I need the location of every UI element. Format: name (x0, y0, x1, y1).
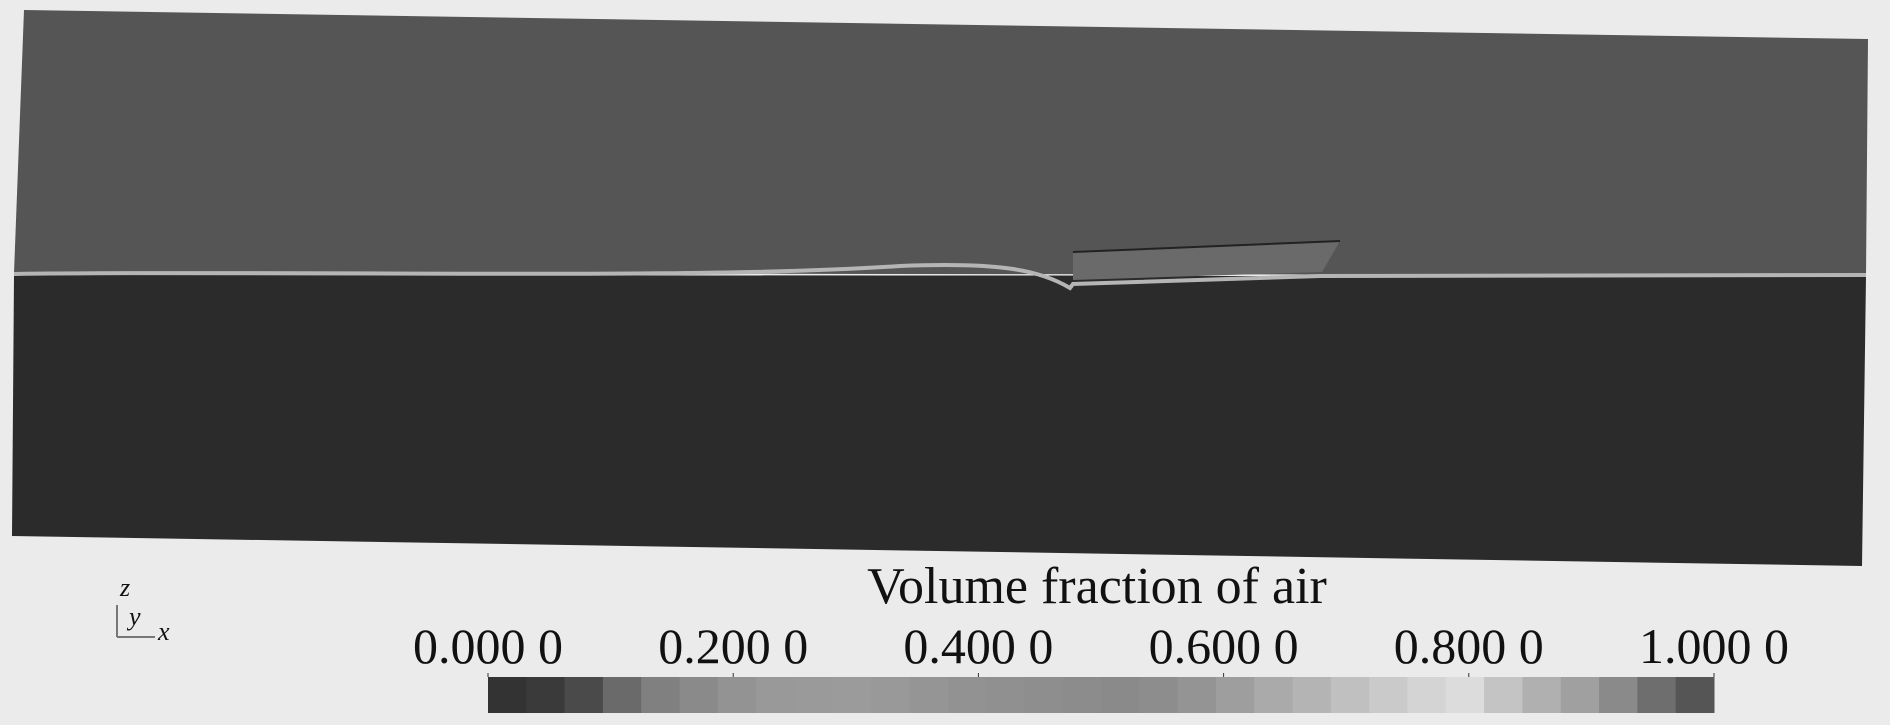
colorbar-swatch (1599, 677, 1638, 713)
colorbar-swatch (947, 677, 987, 713)
colorbar-swatch (679, 677, 719, 713)
colorbar: 0.000 0 0.200 0 0.400 0 0.600 0 0.800 0 1.000… (413, 618, 1789, 713)
colorbar-tick-label: 0.400 0 (903, 618, 1053, 674)
hull (1073, 241, 1340, 280)
colorbar-swatch (1522, 677, 1562, 713)
colorbar-swatch (1407, 677, 1447, 713)
colorbar-swatch (1101, 677, 1140, 713)
axis-triad: z y x (116, 573, 170, 646)
triad-z-label: z (119, 573, 130, 602)
colorbar-swatch (1484, 677, 1523, 713)
colorbar-title: Volume fraction of air (867, 558, 1327, 615)
colorbar-swatch (1330, 677, 1370, 713)
colorbar-swatch (1560, 677, 1600, 713)
colorbar-swatch (717, 677, 757, 713)
free-surface (13, 263, 1867, 291)
colorbar-swatch (909, 677, 949, 713)
colorbar-swatch (832, 677, 872, 713)
colorbar-tick-label: 0.600 0 (1149, 618, 1299, 674)
colorbar-swatch (1215, 677, 1255, 713)
air-region (14, 10, 1868, 275)
colorbar-swatch (1637, 677, 1677, 713)
colorbar-swatch (526, 677, 566, 713)
colorbar-swatch (564, 677, 604, 713)
water-region (12, 275, 1866, 566)
colorbar-swatch (871, 677, 910, 713)
colorbar-swatch (1675, 677, 1715, 713)
colorbar-swatch (1177, 677, 1217, 713)
colorbar-tick-label: 0.000 0 (413, 618, 563, 674)
colorbar-swatch (1062, 677, 1102, 713)
colorbar-swatch (1445, 677, 1485, 713)
colorbar-tick-label: 0.200 0 (658, 618, 808, 674)
triad-x-label: x (157, 617, 170, 646)
colorbar-swatch (1139, 677, 1179, 713)
colorbar-swatch (602, 677, 642, 713)
colorbar-swatch (488, 677, 527, 713)
colorbar-swatch (1254, 677, 1294, 713)
hull-deck (1072, 240, 1341, 253)
colorbar-tick-label: 0.800 0 (1394, 618, 1544, 674)
colorbar-swatch (641, 677, 681, 713)
colorbar-swatch (1292, 677, 1332, 713)
colorbar-swatch (1369, 677, 1408, 713)
colorbar-swatch (756, 677, 795, 713)
colorbar-swatch (794, 677, 834, 713)
triad-y-label: y (126, 602, 141, 631)
colorbar-tick-label: 1.000 0 (1639, 618, 1789, 674)
colorbar-swatch (986, 677, 1025, 713)
colorbar-swatch (1024, 677, 1064, 713)
